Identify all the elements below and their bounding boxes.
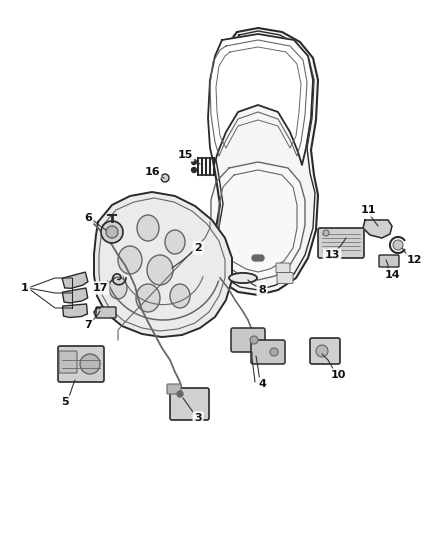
Circle shape	[252, 255, 258, 261]
Polygon shape	[211, 162, 305, 280]
Circle shape	[191, 167, 197, 173]
Ellipse shape	[229, 273, 257, 283]
Text: 14: 14	[384, 270, 400, 280]
Circle shape	[80, 354, 100, 374]
Circle shape	[191, 159, 197, 165]
Ellipse shape	[136, 284, 160, 312]
Text: 5: 5	[61, 397, 69, 407]
Text: 4: 4	[258, 379, 266, 389]
Ellipse shape	[165, 230, 185, 254]
Text: 12: 12	[406, 255, 422, 265]
Ellipse shape	[170, 284, 190, 308]
FancyBboxPatch shape	[167, 384, 181, 394]
Text: 7: 7	[84, 320, 92, 330]
Circle shape	[258, 255, 264, 261]
Circle shape	[323, 230, 329, 236]
FancyBboxPatch shape	[96, 307, 116, 318]
Text: 6: 6	[84, 213, 92, 223]
FancyBboxPatch shape	[251, 340, 285, 364]
FancyBboxPatch shape	[277, 272, 293, 284]
Circle shape	[101, 221, 123, 243]
Polygon shape	[212, 28, 318, 295]
Circle shape	[250, 336, 258, 344]
Polygon shape	[63, 304, 88, 318]
Ellipse shape	[109, 277, 127, 299]
Polygon shape	[208, 34, 313, 165]
FancyBboxPatch shape	[379, 255, 399, 267]
Text: 11: 11	[360, 205, 376, 215]
FancyBboxPatch shape	[310, 338, 340, 364]
Polygon shape	[62, 272, 88, 288]
Text: 3: 3	[194, 413, 202, 423]
Text: 13: 13	[324, 250, 340, 260]
Text: 8: 8	[258, 285, 266, 295]
Circle shape	[177, 391, 183, 397]
Ellipse shape	[147, 255, 173, 285]
Circle shape	[316, 345, 328, 357]
Text: 10: 10	[330, 370, 346, 380]
FancyBboxPatch shape	[59, 351, 77, 373]
Polygon shape	[94, 192, 232, 337]
Circle shape	[161, 174, 169, 182]
Ellipse shape	[137, 215, 159, 241]
FancyBboxPatch shape	[231, 328, 265, 352]
Text: 17: 17	[92, 283, 108, 293]
FancyBboxPatch shape	[58, 346, 104, 382]
FancyBboxPatch shape	[276, 263, 290, 273]
Text: 15: 15	[177, 150, 193, 160]
Circle shape	[106, 226, 118, 238]
Circle shape	[393, 240, 403, 250]
Text: 16: 16	[144, 167, 160, 177]
Circle shape	[323, 249, 329, 255]
FancyBboxPatch shape	[318, 228, 364, 258]
Ellipse shape	[118, 246, 142, 274]
Circle shape	[255, 255, 261, 261]
Ellipse shape	[229, 273, 257, 283]
FancyBboxPatch shape	[170, 388, 209, 420]
Polygon shape	[363, 220, 392, 238]
Text: 1: 1	[21, 283, 29, 293]
Text: 2: 2	[194, 243, 202, 253]
Circle shape	[270, 348, 278, 356]
Polygon shape	[62, 288, 88, 303]
